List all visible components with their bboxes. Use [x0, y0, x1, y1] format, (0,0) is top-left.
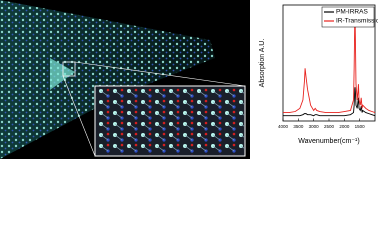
legend-box [321, 6, 375, 28]
illustration [0, 0, 250, 159]
figure: Absorption A.U. Wavenumber(cm⁻¹) 4000 350… [0, 0, 378, 159]
legend-label: IR-Transmission [336, 18, 378, 25]
x-tick-label: 2500 [324, 124, 335, 129]
legend-label: PM-IRRAS [336, 9, 368, 16]
x-tick-label: 2000 [339, 124, 350, 129]
x-axis-label: Wavenumber(cm⁻¹) [298, 138, 359, 145]
x-tick-label: 3500 [293, 124, 304, 129]
y-axis-label: Absorption A.U. [259, 39, 266, 88]
x-tick-label: 4000 [278, 124, 289, 129]
x-tick-label: 1500 [355, 124, 366, 129]
series-line [283, 87, 376, 117]
x-tick-label: 3000 [309, 124, 320, 129]
page: {"chart_data": { "type": "line", "x_labe… [0, 0, 378, 159]
series-line [283, 15, 376, 114]
